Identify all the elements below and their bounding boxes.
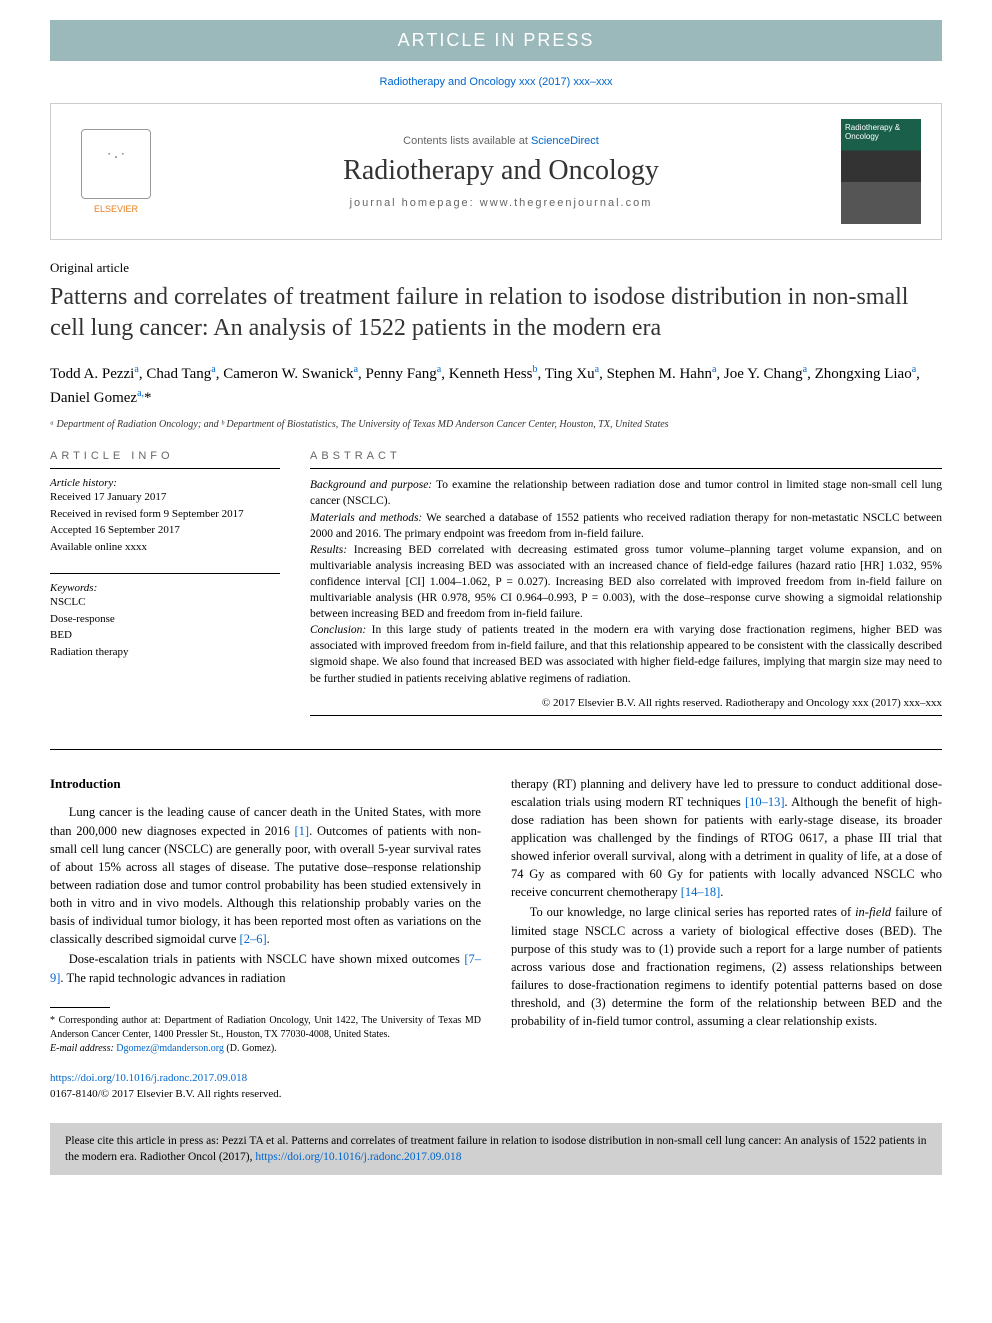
text-run: . Although the benefit of high-dose radi… — [511, 795, 942, 900]
citation-doi-link[interactable]: https://doi.org/10.1016/j.radonc.2017.09… — [255, 1151, 461, 1163]
journal-header: ELSEVIER Contents lists available at Sci… — [50, 103, 942, 240]
text-run: (D. Gomez). — [224, 1043, 277, 1054]
journal-name: Radiotherapy and Oncology — [161, 155, 841, 187]
history-item: Accepted 16 September 2017 — [50, 522, 280, 539]
text-run: To our knowledge, no large clinical seri… — [530, 905, 855, 919]
homepage-line: journal homepage: www.thegreenjournal.co… — [161, 197, 841, 209]
text-run: . — [267, 932, 270, 946]
text-italic: in-field — [855, 905, 891, 919]
citation-link[interactable]: [1] — [295, 824, 310, 838]
text-run: . — [720, 885, 723, 899]
homepage-prefix: journal homepage: — [350, 197, 480, 209]
keyword: NSCLC — [50, 594, 280, 611]
keyword: BED — [50, 627, 280, 644]
history-item: Received in revised form 9 September 201… — [50, 506, 280, 523]
abstract-heading: ABSTRACT — [310, 450, 942, 462]
citation-link[interactable]: [2–6] — [240, 932, 267, 946]
citation-line: Radiotherapy and Oncology xxx (2017) xxx… — [50, 76, 942, 88]
elsevier-tree-icon — [81, 129, 151, 199]
contents-available: Contents lists available at ScienceDirec… — [161, 135, 841, 147]
intro-paragraph: therapy (RT) planning and delivery have … — [511, 775, 942, 902]
history-item: Available online xxxx — [50, 539, 280, 556]
publisher-name: ELSEVIER — [94, 204, 138, 214]
email-label: E-mail address: — [50, 1043, 116, 1054]
citation-link[interactable]: [10–13] — [745, 795, 785, 809]
authors-list: Todd A. Pezzia, Chad Tanga, Cameron W. S… — [50, 362, 942, 409]
citation-box: Please cite this article in press as: Pe… — [50, 1123, 942, 1175]
issn-copyright: 0167-8140/© 2017 Elsevier B.V. All right… — [50, 1088, 282, 1100]
doi-block: https://doi.org/10.1016/j.radonc.2017.09… — [50, 1071, 481, 1103]
affiliations: ᵃ Department of Radiation Oncology; and … — [50, 419, 942, 430]
keywords-label: Keywords: — [50, 582, 280, 594]
text-run: Dose-escalation trials in patients with … — [69, 952, 465, 966]
email-link[interactable]: Dgomez@mdanderson.org — [116, 1043, 224, 1054]
text-run: . The rapid technologic advances in radi… — [60, 971, 285, 985]
text-run: . Outcomes of patients with non-small ce… — [50, 824, 481, 947]
body-column-left: Introduction Lung cancer is the leading … — [50, 775, 481, 1103]
intro-paragraph: Dose-escalation trials in patients with … — [50, 950, 481, 986]
article-title: Patterns and correlates of treatment fai… — [50, 282, 942, 344]
sciencedirect-link[interactable]: ScienceDirect — [531, 135, 599, 147]
body-column-right: therapy (RT) planning and delivery have … — [511, 775, 942, 1103]
elsevier-logo: ELSEVIER — [71, 129, 161, 214]
article-info-sidebar: ARTICLE INFO Article history: Received 1… — [50, 450, 280, 723]
keyword: Radiation therapy — [50, 644, 280, 661]
abstract-text: Background and purpose: To examine the r… — [310, 477, 942, 686]
email-footnote: E-mail address: Dgomez@mdanderson.org (D… — [50, 1042, 481, 1056]
contents-prefix: Contents lists available at — [403, 135, 531, 147]
abstract-copyright: © 2017 Elsevier B.V. All rights reserved… — [310, 697, 942, 709]
keyword: Dose-response — [50, 611, 280, 628]
article-info-heading: ARTICLE INFO — [50, 450, 280, 462]
article-in-press-banner: ARTICLE IN PRESS — [50, 20, 942, 61]
text-run: Please cite this article in press as: Pe… — [65, 1135, 926, 1163]
history-item: Received 17 January 2017 — [50, 489, 280, 506]
history-label: Article history: — [50, 477, 280, 489]
text-run: failure of limited stage NSCLC across a … — [511, 905, 942, 1028]
citation-link[interactable]: [14–18] — [681, 885, 721, 899]
journal-cover-thumbnail: Radiotherapy & Oncology — [841, 119, 921, 224]
doi-link[interactable]: https://doi.org/10.1016/j.radonc.2017.09… — [50, 1072, 247, 1084]
introduction-heading: Introduction — [50, 775, 481, 794]
intro-paragraph: Lung cancer is the leading cause of canc… — [50, 803, 481, 948]
corresponding-author-footnote: * Corresponding author at: Department of… — [50, 1014, 481, 1042]
intro-paragraph: To our knowledge, no large clinical seri… — [511, 903, 942, 1030]
homepage-url[interactable]: www.thegreenjournal.com — [480, 197, 653, 209]
abstract-column: ABSTRACT Background and purpose: To exam… — [310, 450, 942, 723]
article-type: Original article — [50, 260, 942, 276]
